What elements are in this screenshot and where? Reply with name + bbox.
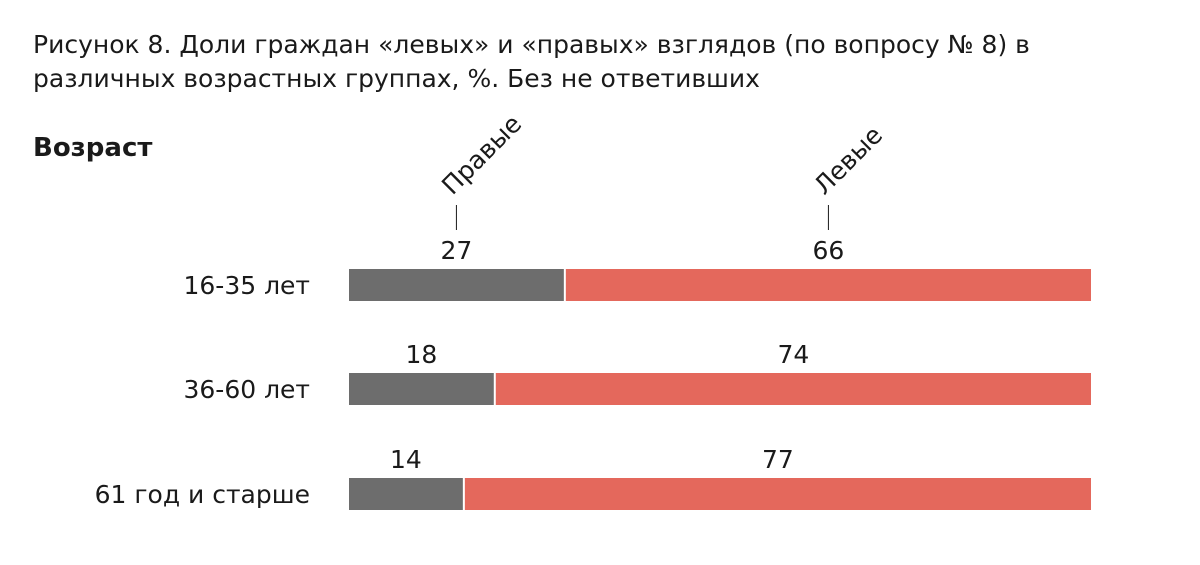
value-label: 77 (762, 445, 794, 474)
value-label: 14 (390, 445, 422, 474)
legend-label: Левые (808, 120, 888, 200)
value-label: 66 (813, 236, 845, 265)
bar-segment (464, 478, 1091, 510)
bar-segment (349, 478, 463, 510)
bar-segment (349, 373, 494, 405)
y-axis-label: Возраст (33, 133, 152, 163)
bar-segment (349, 269, 564, 301)
value-label: 74 (777, 340, 809, 369)
category-label: 16-35 лет (183, 271, 310, 300)
category-label: 61 год и старше (95, 480, 310, 509)
bar-segment (565, 269, 1091, 301)
bar-segment (495, 373, 1092, 405)
value-label: 27 (441, 236, 473, 265)
value-label: 18 (405, 340, 437, 369)
category-label: 36-60 лет (183, 375, 310, 404)
chart-title: Рисунок 8. Доли граждан «левых» и «правы… (33, 30, 1030, 93)
legend-label: Правые (436, 109, 527, 200)
